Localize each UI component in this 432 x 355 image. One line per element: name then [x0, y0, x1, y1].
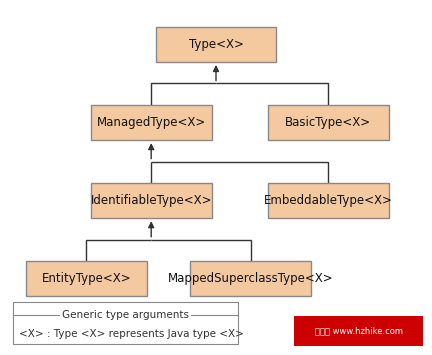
FancyBboxPatch shape: [91, 183, 212, 218]
FancyBboxPatch shape: [13, 302, 238, 344]
Text: Generic type arguments: Generic type arguments: [62, 310, 189, 320]
Text: EntityType<X>: EntityType<X>: [41, 272, 131, 285]
FancyBboxPatch shape: [190, 261, 311, 296]
Text: IdentifiableType<X>: IdentifiableType<X>: [90, 194, 212, 207]
FancyBboxPatch shape: [26, 261, 147, 296]
Text: MappedSuperclassType<X>: MappedSuperclassType<X>: [168, 272, 334, 285]
Text: <X> : Type <X> represents Java type <X>: <X> : Type <X> represents Java type <X>: [19, 329, 245, 339]
FancyBboxPatch shape: [294, 316, 423, 346]
FancyBboxPatch shape: [91, 105, 212, 140]
Text: 智可网 www.hzhike.com: 智可网 www.hzhike.com: [314, 327, 403, 335]
FancyBboxPatch shape: [156, 27, 276, 62]
Text: Type<X>: Type<X>: [188, 38, 244, 51]
Text: ManagedType<X>: ManagedType<X>: [97, 116, 206, 129]
FancyBboxPatch shape: [268, 105, 389, 140]
Text: EmbeddableType<X>: EmbeddableType<X>: [264, 194, 393, 207]
Text: BasicType<X>: BasicType<X>: [285, 116, 372, 129]
FancyBboxPatch shape: [268, 183, 389, 218]
